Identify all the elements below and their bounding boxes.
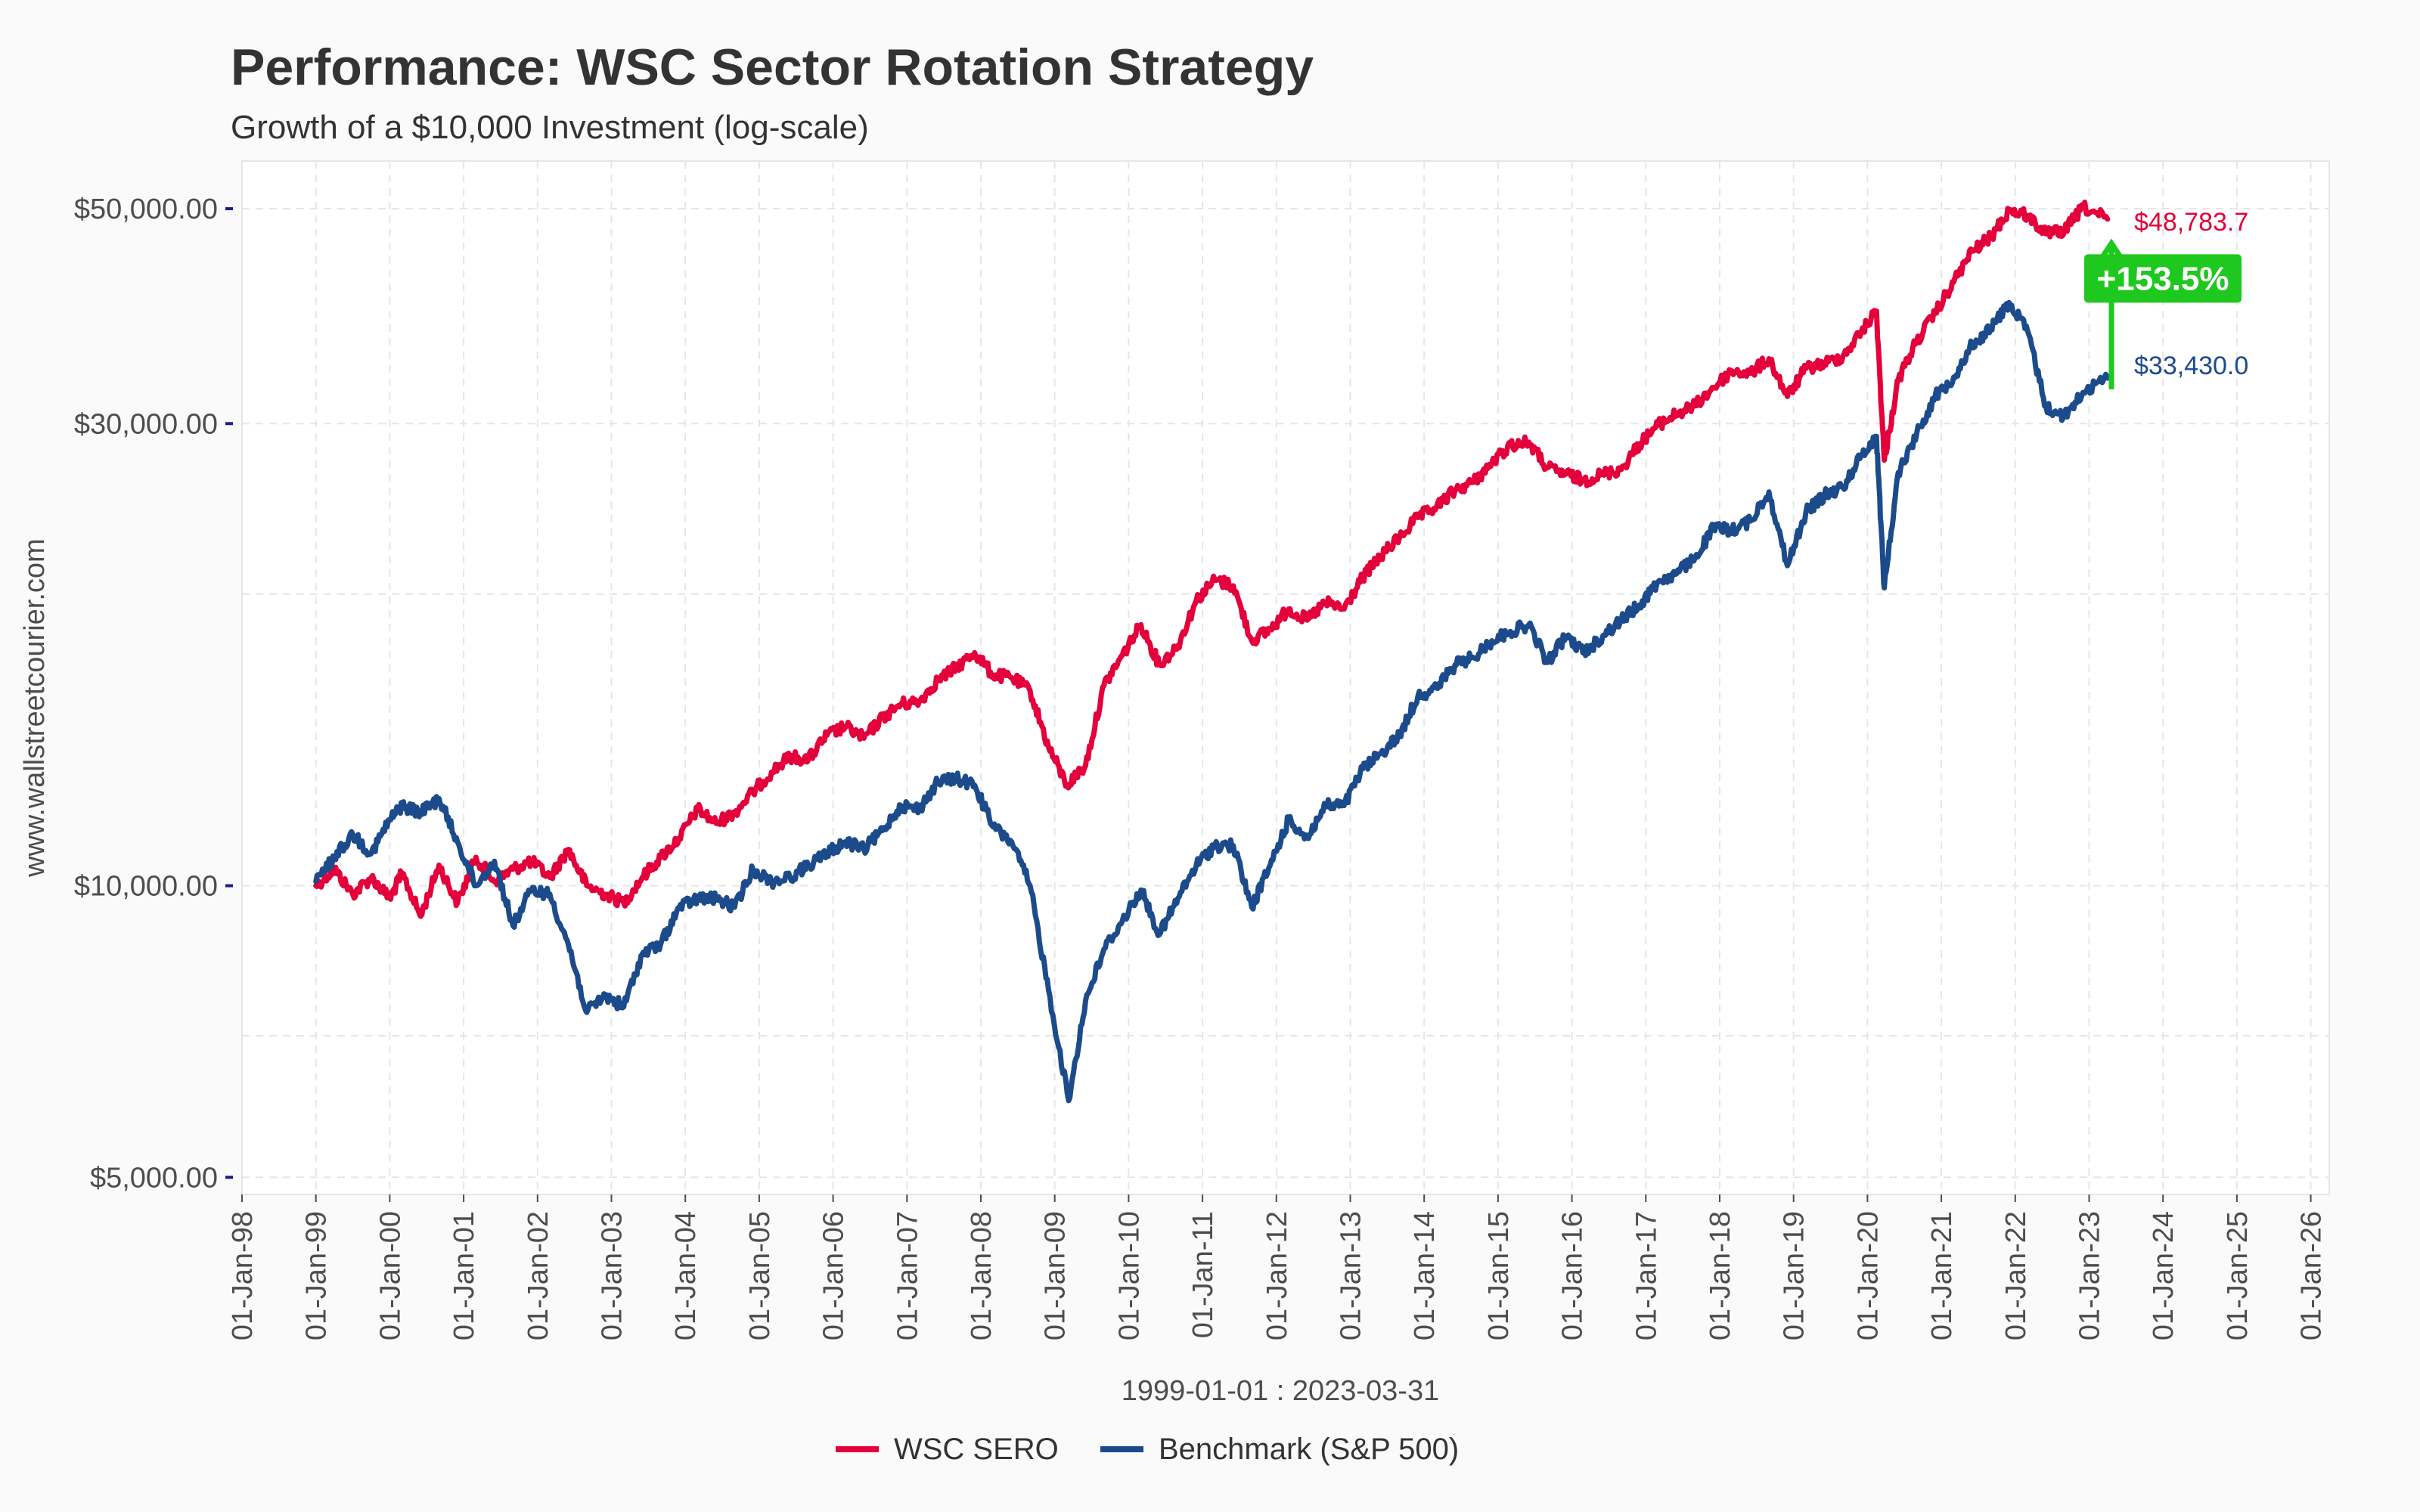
x-tick-label: 01-Jan-14 [1409, 1211, 1441, 1340]
x-tick-label: 01-Jan-12 [1261, 1211, 1293, 1340]
x-tick-label: 01-Jan-22 [2000, 1211, 2032, 1340]
x-tick-label: 01-Jan-04 [670, 1211, 702, 1340]
x-tick-label: 01-Jan-01 [448, 1211, 480, 1340]
x-tick-label: 01-Jan-03 [596, 1211, 628, 1340]
x-tick-label: 01-Jan-24 [2148, 1211, 2180, 1340]
y-tick-label: $10,000.00 [74, 871, 218, 903]
x-tick-label: 01-Jan-99 [301, 1211, 333, 1340]
x-tick-label: 01-Jan-19 [1779, 1211, 1810, 1340]
x-tick-label: 01-Jan-00 [374, 1211, 406, 1340]
x-tick-label: 01-Jan-13 [1335, 1211, 1367, 1340]
x-tick-label: 01-Jan-08 [966, 1211, 997, 1340]
x-tick-label: 01-Jan-10 [1113, 1211, 1145, 1340]
performance-annotation: +153.5% [2084, 238, 2242, 390]
x-tick-label: 01-Jan-02 [523, 1211, 554, 1340]
y-tick-label: $50,000.00 [74, 194, 218, 225]
legend: WSC SERO Benchmark (S&P 500) [836, 1433, 1459, 1466]
series-end-label: $48,783.7 [2134, 208, 2248, 237]
y-tick-label: $30,000.00 [74, 408, 218, 440]
x-tick-label: 01-Jan-17 [1630, 1211, 1662, 1340]
x-axis-label: 1999-01-01 : 2023-03-31 [1122, 1375, 1439, 1407]
gridlines [241, 161, 2329, 1194]
data-series: $48,783.7 $33,430.0 [313, 200, 2248, 1104]
series-line [313, 299, 2111, 1104]
x-tick-label: 01-Jan-06 [818, 1211, 850, 1340]
chart-subtitle: Growth of a $10,000 Investment (log-scal… [231, 109, 869, 146]
gain-badge [2084, 254, 2242, 303]
x-tick-label: 01-Jan-98 [227, 1211, 259, 1340]
chart-title: Performance: WSC Sector Rotation Strateg… [231, 39, 1314, 96]
y-tick-label: $5,000.00 [90, 1162, 218, 1194]
series-line [313, 200, 2111, 919]
legend-label: Benchmark (S&P 500) [1159, 1433, 1459, 1466]
x-tick-label: 01-Jan-16 [1557, 1211, 1589, 1340]
x-tick-label: 01-Jan-09 [1040, 1211, 1072, 1340]
x-tick-label: 01-Jan-25 [2222, 1211, 2254, 1340]
x-tick-label: 01-Jan-15 [1483, 1211, 1515, 1340]
y-axis-label: www.wallstreetcourier.com [19, 538, 51, 878]
x-tick-label: 01-Jan-20 [1852, 1211, 1884, 1340]
x-tick-label: 01-Jan-18 [1705, 1211, 1736, 1340]
x-tick-label: 01-Jan-23 [2074, 1211, 2105, 1340]
legend-label: WSC SERO [894, 1433, 1059, 1466]
x-tick-label: 01-Jan-07 [892, 1211, 923, 1340]
y-axis-ticks: $50,000.00 $30,000.00 $10,000.00 $5,000.00 [74, 194, 233, 1194]
gain-badge-label: +153.5% [2097, 260, 2229, 297]
x-tick-label: 01-Jan-11 [1187, 1211, 1219, 1338]
series-end-label: $33,430.0 [2134, 352, 2248, 380]
x-tick-label: 01-Jan-05 [744, 1211, 776, 1340]
x-tick-label: 01-Jan-21 [1926, 1211, 1958, 1340]
x-tick-label: 01-Jan-26 [2296, 1211, 2328, 1340]
x-axis-ticks: 01-Jan-98 01-Jan-99 01-Jan-00 01-Jan-01 01-J… [227, 1194, 2328, 1340]
